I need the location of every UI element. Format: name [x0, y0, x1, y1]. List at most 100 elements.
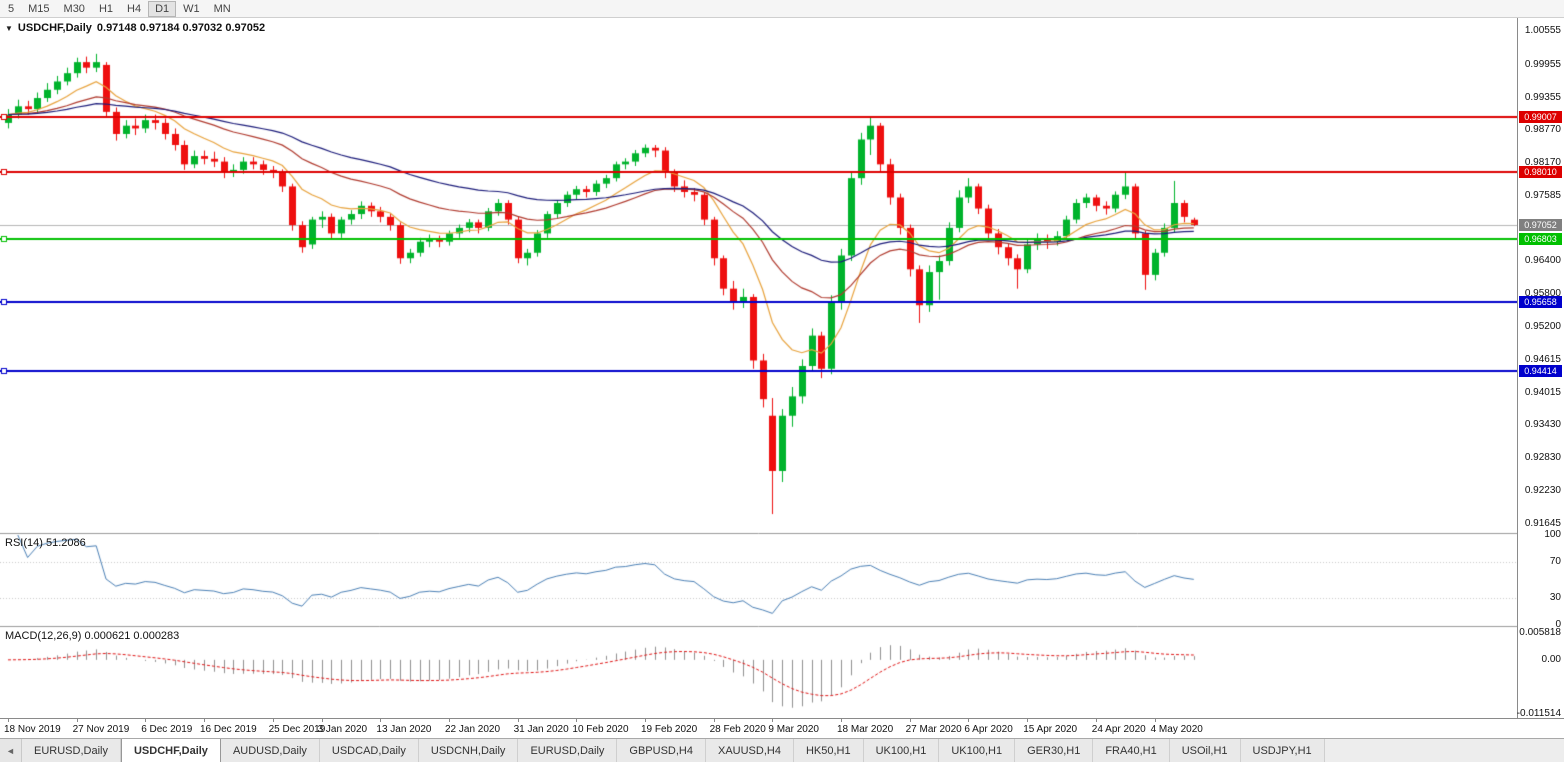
ohlc-values: 0.97148 0.97184 0.97032 0.97052 — [96, 22, 266, 34]
price-axis-label: 0.98170 — [1524, 157, 1561, 169]
chart-tab[interactable]: USDCHF,Daily — [120, 739, 221, 762]
price-axis-label: 0.94615 — [1524, 353, 1561, 365]
rsi-axis-label: 70 — [1549, 556, 1561, 567]
macd-axis-label: 0.00 — [1541, 653, 1561, 665]
timeframe-toolbar: 5 M15 M30 H1 H4 D1 W1 MN — [0, 0, 1564, 18]
rsi-indicator-label: RSI(14) 51.2086 — [5, 537, 86, 549]
chart-tab[interactable]: FRA40,H1 — [1093, 739, 1170, 762]
price-axis-label: 0.99355 — [1524, 91, 1561, 103]
price-axis-label: 0.99955 — [1524, 58, 1561, 70]
chart-tab[interactable]: EURUSD,Daily — [22, 739, 121, 762]
time-axis-label: 18 Nov 2019 — [4, 724, 61, 735]
timeframe-mn-button[interactable]: MN — [213, 2, 231, 15]
rsi-axis-label: 30 — [1549, 592, 1561, 603]
time-tick — [8, 719, 9, 722]
time-axis-label: 10 Feb 2020 — [572, 724, 629, 735]
price-chart-canvas[interactable] — [0, 18, 1517, 718]
time-axis-label: 27 Nov 2019 — [72, 724, 130, 735]
macd-indicator-label: MACD(12,26,9) 0.000621 0.000283 — [5, 630, 180, 642]
time-tick — [1027, 719, 1029, 722]
tab-scroll-left-icon[interactable]: ◄ — [0, 739, 22, 762]
price-level-tag: 0.98010 — [1519, 166, 1562, 179]
time-tick — [968, 719, 970, 722]
timeframe-m30-button[interactable]: M30 — [63, 2, 85, 15]
collapse-triangle-icon[interactable]: ▼ — [5, 23, 13, 33]
time-axis-label: 22 Jan 2020 — [445, 724, 501, 735]
current-price-tag: 0.97052 — [1519, 219, 1562, 231]
time-tick — [841, 719, 842, 722]
price-axis-label: 0.94015 — [1524, 386, 1561, 398]
chart-tab[interactable]: USDJPY,H1 — [1240, 739, 1325, 762]
chart-tab[interactable]: XAUUSD,H4 — [705, 739, 794, 762]
time-axis-label: 19 Feb 2020 — [641, 724, 698, 735]
chart-window: ▼ USDCHF,Daily 0.97148 0.97184 0.97032 0… — [0, 18, 1564, 718]
price-axis[interactable]: 1.00555 0.99955 0.99355 0.98770 0.98170 0.975… — [1517, 18, 1564, 718]
chart-tab[interactable]: UK100,H1 — [939, 739, 1016, 762]
time-axis-label: 16 Dec 2019 — [200, 724, 257, 735]
timeframe-5-button[interactable]: 5 — [8, 2, 15, 15]
price-level-tag: 0.95658 — [1519, 296, 1562, 309]
chart-tab[interactable]: EURUSD,Daily — [518, 739, 618, 762]
chart-tab[interactable]: USDCAD,Daily — [319, 739, 419, 762]
price-level-tag: 0.96803 — [1519, 232, 1562, 245]
macd-axis-label: -0.011514 — [1516, 707, 1561, 719]
time-tick — [145, 719, 147, 722]
time-tick — [1154, 719, 1156, 722]
time-axis-label: 13 Jan 2020 — [376, 724, 432, 735]
macd-axis-label: 0.005818 — [1519, 626, 1561, 638]
time-axis-label: 9 Mar 2020 — [768, 724, 819, 735]
time-tick — [576, 719, 578, 722]
time-tick — [449, 719, 450, 722]
timeframe-h4-button[interactable]: H4 — [127, 2, 142, 15]
price-level-tag: 0.94414 — [1519, 364, 1562, 377]
time-axis-label: 15 Apr 2020 — [1023, 724, 1078, 735]
price-axis-label: 0.92230 — [1524, 485, 1561, 497]
timeframe-m15-button[interactable]: M15 — [28, 2, 50, 15]
time-tick — [772, 719, 774, 722]
price-axis-label: 0.92830 — [1524, 452, 1561, 464]
price-axis-label: 0.95200 — [1524, 321, 1561, 333]
timeframe-h1-button[interactable]: H1 — [98, 2, 113, 15]
time-tick — [204, 719, 205, 722]
chart-tab[interactable]: AUDUSD,Daily — [220, 739, 320, 762]
time-tick — [517, 719, 519, 722]
time-tick — [380, 719, 382, 722]
price-axis-label: 0.98770 — [1524, 124, 1561, 136]
time-tick — [713, 719, 715, 722]
time-tick — [645, 719, 646, 722]
price-axis-label: 0.96400 — [1524, 255, 1561, 267]
price-axis-label: 0.97585 — [1524, 189, 1561, 201]
chart-tab[interactable]: GBPUSD,H4 — [617, 739, 706, 762]
time-axis-label: 25 Dec 2019 — [268, 724, 326, 735]
chart-title: ▼ USDCHF,Daily 0.97148 0.97184 0.97032 0… — [5, 22, 265, 34]
symbol-title: USDCHF,Daily — [17, 22, 92, 34]
time-axis-label: 24 Apr 2020 — [1091, 724, 1146, 735]
price-axis-label: 0.95800 — [1524, 288, 1561, 300]
rsi-axis-label: 100 — [1544, 529, 1561, 540]
price-axis-label: 1.00555 — [1524, 25, 1561, 37]
time-axis-label: 28 Feb 2020 — [709, 724, 766, 735]
time-tick — [1095, 719, 1097, 722]
price-axis-label: 0.93430 — [1524, 419, 1561, 431]
timeframe-w1-button[interactable]: W1 — [183, 2, 200, 15]
chart-tab-bar: ◄ EURUSD,Daily USDCHF,Daily AUDUSD,Daily USD… — [0, 738, 1564, 762]
time-tick — [76, 719, 78, 722]
time-axis-label: 3 Jan 2020 — [317, 724, 368, 735]
time-tick — [272, 719, 274, 722]
chart-tab[interactable]: UK100,H1 — [863, 739, 940, 762]
time-axis-label: 31 Jan 2020 — [513, 724, 569, 735]
price-axis-label: 0.91645 — [1524, 517, 1561, 529]
price-level-tag: 0.99007 — [1519, 111, 1562, 123]
timeframe-d1-button[interactable]: D1 — [148, 0, 177, 17]
time-axis-label: 6 Apr 2020 — [964, 724, 1013, 735]
chart-tab[interactable]: USOil,H1 — [1169, 739, 1241, 762]
time-axis-label: 6 Dec 2019 — [141, 724, 193, 735]
time-tick — [909, 719, 911, 722]
chart-tab[interactable]: GER30,H1 — [1015, 739, 1094, 762]
time-tick — [321, 719, 323, 722]
time-axis-label: 27 Mar 2020 — [905, 724, 962, 735]
time-axis-label: 4 May 2020 — [1150, 724, 1203, 735]
chart-tab[interactable]: HK50,H1 — [793, 739, 864, 762]
time-axis[interactable]: 18 Nov 2019 27 Nov 2019 6 Dec 2019 16 Dec 2… — [0, 718, 1564, 738]
chart-tab[interactable]: USDCNH,Daily — [418, 739, 519, 762]
